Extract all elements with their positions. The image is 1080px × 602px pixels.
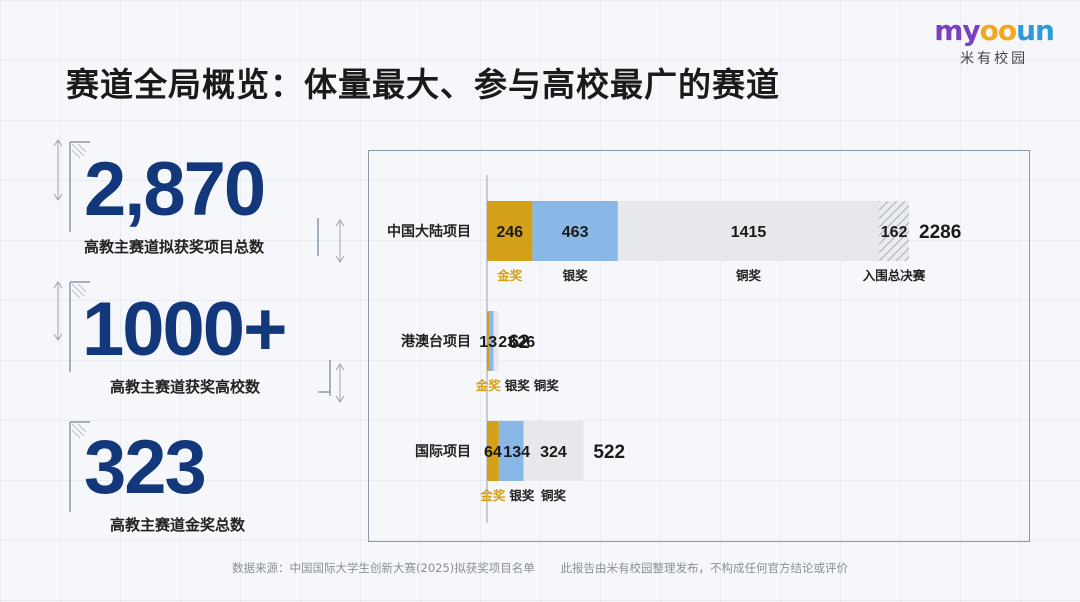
data-label: 26 — [517, 334, 535, 351]
total-label: 522 — [593, 442, 625, 463]
logo-part-un: un — [1016, 14, 1055, 47]
total-label: 62 — [508, 332, 529, 353]
stat-gold-total: 323 高教主赛道金奖总数 — [84, 430, 245, 535]
data-label: 13 — [479, 334, 497, 351]
bar-segment-gold — [487, 421, 499, 481]
data-label: 324 — [540, 444, 567, 461]
stat-universities: 1000+ 高教主赛道获奖高校数 — [82, 287, 287, 397]
data-label: 1415 — [731, 224, 767, 241]
stat-value: 323 — [84, 425, 207, 510]
stat-label: 高教主赛道金奖总数 — [110, 516, 246, 534]
decorative-brackets — [53, 139, 345, 512]
bar-segment-silver — [532, 201, 618, 261]
data-label: 134 — [503, 444, 530, 461]
bar-segment-bronze — [617, 201, 880, 261]
source-left: 数据来源：中国国际大学生创新大赛(2025)拟获奖项目名单 — [232, 561, 535, 575]
series-label: 金奖 — [479, 488, 506, 503]
data-source-note: 数据来源：中国国际大学生创新大赛(2025)拟获奖项目名单 此报告由米有校园整理… — [0, 560, 1080, 576]
source-right: 此报告由米有校园整理发布，不构成任何官方结论或评价 — [560, 561, 848, 575]
stat-total-awards: 2,870 高教主赛道拟获奖项目总数 — [84, 147, 266, 257]
logo-part-my: my — [934, 14, 980, 47]
logo-wordmark: myooun — [934, 14, 1055, 47]
category-label: 港澳台项目 — [401, 333, 471, 350]
category-label: 中国大陆项目 — [387, 223, 471, 240]
page-title: 赛道全局概览：体量最大、参与高校最广的赛道 — [66, 65, 780, 104]
series-label: 银奖 — [505, 378, 531, 393]
bar-segment-bronze — [523, 421, 584, 481]
series-label: 金奖 — [496, 268, 523, 283]
series-label: 铜奖 — [541, 488, 567, 503]
bar-segment-silver — [498, 421, 524, 481]
logo-subtitle: 米有校园 — [960, 51, 1029, 67]
stat-value: 1000+ — [82, 287, 287, 372]
data-label: 246 — [496, 224, 523, 241]
bar-segment-final — [879, 201, 909, 261]
category-label: 国际项目 — [415, 444, 471, 460]
bar-segment-gold — [487, 311, 490, 371]
logo-part-oo: oo — [979, 14, 1017, 47]
stat-value: 2,870 — [84, 147, 266, 232]
data-label: 162 — [881, 224, 908, 241]
chart-frame: 中国大陆项目 246 463 1415 162 2286 金奖 银奖 铜奖 入围总决赛 港澳台项目 1… — [368, 150, 1030, 542]
bar-segment-bronze — [493, 311, 499, 371]
brand-logo: myooun 米有校园 — [934, 14, 1055, 68]
bar-segment-gold — [487, 201, 533, 261]
data-label: 23 — [498, 334, 516, 351]
bar-segment-silver — [489, 311, 494, 371]
series-label: 入围总决赛 — [863, 268, 926, 283]
stat-label: 高教主赛道获奖高校数 — [110, 378, 261, 396]
series-label: 银奖 — [563, 268, 589, 283]
data-label: 463 — [562, 224, 589, 241]
series-label: 铜奖 — [534, 378, 560, 393]
series-label: 铜奖 — [736, 268, 762, 283]
total-label: 2286 — [919, 222, 961, 243]
data-label: 64 — [484, 444, 502, 461]
stat-label: 高教主赛道拟获奖项目总数 — [84, 238, 265, 256]
series-label: 金奖 — [475, 378, 502, 393]
series-label: 银奖 — [509, 488, 535, 503]
